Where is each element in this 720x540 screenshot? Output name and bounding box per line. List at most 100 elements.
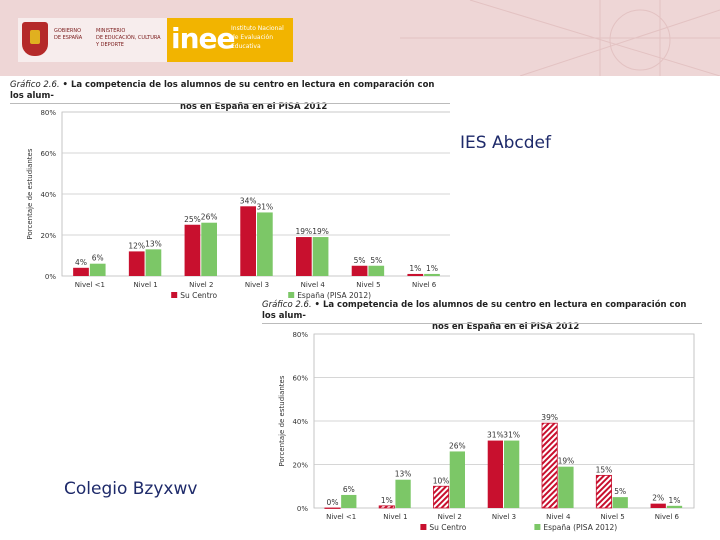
y-tick-label: 0% bbox=[297, 505, 308, 513]
school-label-1: IES Abcdef bbox=[460, 133, 551, 153]
x-tick-label: Nivel 4 bbox=[546, 513, 571, 521]
y-axis-label: Porcentaje de estudiantes bbox=[278, 375, 286, 466]
data-label: 4% bbox=[75, 258, 87, 267]
data-label: 34% bbox=[240, 196, 257, 205]
bar-espana bbox=[558, 466, 574, 508]
chart2-title: Gráfico 2.6. • La competencia de los alu… bbox=[262, 300, 702, 333]
x-tick-label: Nivel <1 bbox=[75, 281, 105, 289]
legend-label: España (PISA 2012) bbox=[297, 291, 371, 300]
legend-swatch bbox=[534, 524, 541, 530]
data-label: 25% bbox=[184, 215, 201, 224]
data-label: 31% bbox=[487, 431, 504, 440]
data-label: 0% bbox=[327, 498, 339, 507]
bar-espana bbox=[201, 222, 217, 276]
chart1-title: Gráfico 2.6. • La competencia de los alu… bbox=[10, 80, 450, 113]
bar-espana bbox=[312, 237, 329, 276]
y-tick-label: 0% bbox=[45, 273, 56, 281]
x-tick-label: Nivel 5 bbox=[356, 281, 380, 289]
data-label: 6% bbox=[343, 485, 355, 494]
bar-espana bbox=[395, 479, 411, 508]
bar-espana bbox=[341, 494, 357, 508]
data-label: 1% bbox=[426, 264, 438, 273]
y-tick-label: 80% bbox=[292, 331, 308, 339]
data-label: 26% bbox=[449, 441, 466, 450]
legend-swatch bbox=[420, 524, 427, 530]
chart1: 0% 20% 40% 60% 80% Porcentaje de estudiantes 4… bbox=[26, 109, 450, 300]
chart1-title-label: Gráfico 2.6. bbox=[10, 80, 60, 90]
data-label: 1% bbox=[381, 496, 393, 505]
bar-espana bbox=[145, 249, 162, 276]
data-label: 10% bbox=[433, 476, 450, 485]
inee-wordmark: inee bbox=[171, 22, 236, 55]
y-tick-label: 40% bbox=[292, 418, 308, 426]
legend-label: Su Centro bbox=[180, 291, 217, 300]
bar-su-centro bbox=[184, 224, 201, 276]
legend-label: Su Centro bbox=[429, 523, 466, 532]
bar-espana bbox=[449, 451, 465, 508]
data-label: 13% bbox=[395, 470, 412, 479]
x-tick-label: Nivel 3 bbox=[245, 281, 269, 289]
bar-su-centro bbox=[324, 507, 341, 509]
data-label: 5% bbox=[354, 256, 366, 265]
bar-su-centro bbox=[240, 206, 256, 276]
x-tick-label: Nivel 6 bbox=[412, 281, 437, 289]
bar-espana bbox=[257, 212, 273, 276]
bar-espana bbox=[612, 497, 628, 508]
government-logo: GOBIERNO DE ESPAÑA MINISTERIO DE EDUCACI… bbox=[18, 18, 168, 62]
bar-su-centro bbox=[541, 422, 558, 509]
chart2: 0% 20% 40% 60% 80% Porcentaje de estudiantes 0… bbox=[278, 331, 695, 532]
legend-swatch bbox=[171, 292, 178, 298]
data-label: 13% bbox=[145, 239, 162, 248]
x-tick-label: Nivel 1 bbox=[383, 513, 407, 521]
chart2-title-label: Gráfico 2.6. bbox=[262, 300, 312, 310]
data-label: 39% bbox=[541, 413, 558, 422]
bar-espana bbox=[504, 440, 520, 508]
data-label: 5% bbox=[614, 487, 626, 496]
chart1-title-line2: nos en España en el PISA 2012 bbox=[180, 102, 328, 112]
gov-text: GOBIERNO DE ESPAÑA bbox=[54, 28, 83, 41]
x-tick-label: Nivel 4 bbox=[301, 281, 326, 289]
bar-su-centro bbox=[650, 503, 666, 508]
y-tick-label: 40% bbox=[40, 191, 56, 199]
bar-espana bbox=[424, 273, 440, 276]
data-label: 26% bbox=[201, 213, 218, 222]
data-label: 19% bbox=[312, 227, 329, 236]
data-label: 19% bbox=[296, 227, 313, 236]
school-label-2: Colegio Bzyxwv bbox=[64, 479, 198, 499]
ministry-text: MINISTERIO DE EDUCACIÓN, CULTURA Y DEPOR… bbox=[96, 28, 161, 48]
bar-su-centro bbox=[351, 265, 368, 276]
data-label: 1% bbox=[409, 264, 421, 273]
banner-pattern bbox=[400, 0, 720, 76]
data-label: 31% bbox=[503, 431, 520, 440]
bar-su-centro bbox=[595, 474, 612, 509]
data-label: 19% bbox=[558, 457, 575, 466]
bar-su-centro bbox=[433, 485, 450, 509]
bar-su-centro bbox=[487, 440, 503, 508]
bar-espana bbox=[368, 265, 385, 276]
bar-su-centro bbox=[407, 273, 424, 276]
x-tick-label: Nivel 5 bbox=[600, 513, 624, 521]
data-label: 31% bbox=[257, 202, 274, 211]
x-tick-label: Nivel 3 bbox=[492, 513, 516, 521]
coat-of-arms-icon bbox=[22, 22, 48, 56]
y-axis-label: Porcentaje de estudiantes bbox=[26, 148, 34, 239]
data-label: 6% bbox=[92, 254, 104, 263]
data-label: 5% bbox=[370, 256, 382, 265]
header-banner: GOBIERNO DE ESPAÑA MINISTERIO DE EDUCACI… bbox=[0, 0, 720, 76]
bar-su-centro bbox=[73, 267, 89, 276]
data-label: 1% bbox=[669, 496, 681, 505]
x-tick-label: Nivel <1 bbox=[326, 513, 356, 521]
y-tick-label: 20% bbox=[40, 232, 56, 240]
y-tick-label: 60% bbox=[292, 375, 308, 383]
y-tick-label: 80% bbox=[40, 109, 56, 117]
legend-label: España (PISA 2012) bbox=[543, 523, 617, 532]
x-tick-label: Nivel 2 bbox=[438, 513, 462, 521]
chart2-rule bbox=[262, 323, 702, 324]
bar-espana bbox=[666, 505, 683, 508]
bar-espana bbox=[89, 263, 106, 276]
x-tick-label: Nivel 2 bbox=[189, 281, 213, 289]
data-label: 2% bbox=[652, 494, 664, 503]
institute-name: Instituto Nacional de Evaluación Educati… bbox=[231, 25, 284, 50]
inee-logo: inee Instituto Nacional de Evaluación Ed… bbox=[167, 18, 293, 62]
legend-swatch bbox=[288, 292, 295, 298]
